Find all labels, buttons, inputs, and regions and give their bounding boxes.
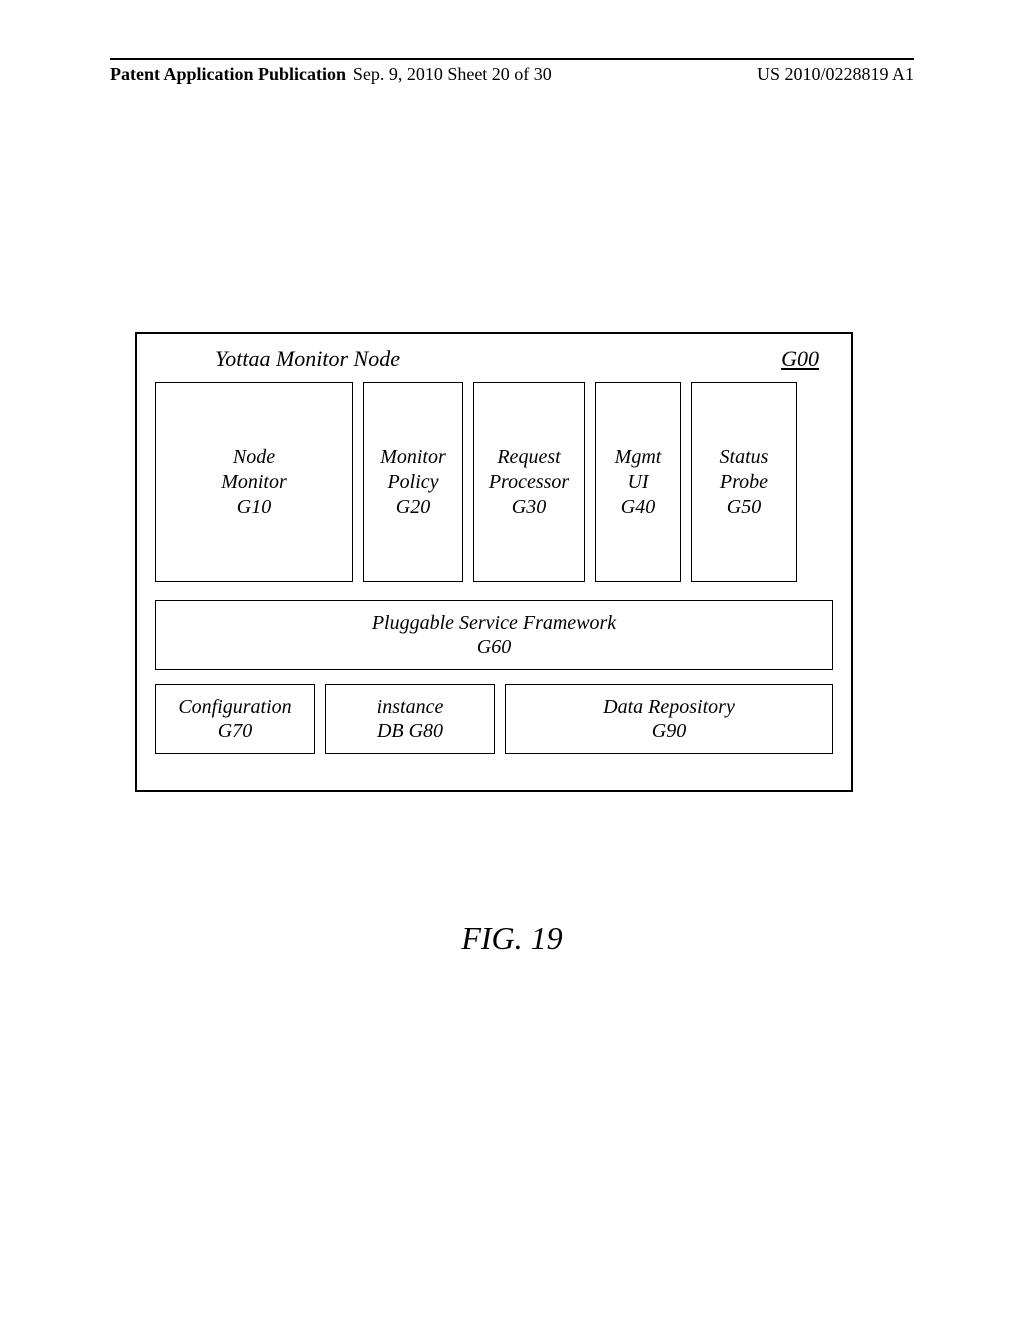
- box-line: Configuration: [178, 695, 291, 719]
- top-row: Node Monitor G10 Monitor Policy G20 Requ…: [155, 382, 833, 582]
- header-center: Sep. 9, 2010 Sheet 20 of 30: [353, 64, 552, 85]
- header-left: Patent Application Publication: [110, 64, 346, 85]
- bottom-row: Configuration G70 instance DB G80 Data R…: [155, 684, 833, 754]
- box-line: G50: [727, 495, 761, 520]
- box-line: Data Repository: [603, 695, 735, 719]
- box-line: Policy: [387, 470, 438, 495]
- header-right: US 2010/0228819 A1: [757, 64, 914, 85]
- monitor-policy-box: Monitor Policy G20: [363, 382, 463, 582]
- node-monitor-box: Node Monitor G10: [155, 382, 353, 582]
- figure-caption: FIG. 19: [0, 920, 1024, 957]
- diagram-container: Yottaa Monitor Node G00 Node Monitor G10…: [135, 332, 853, 792]
- diagram-title: Yottaa Monitor Node: [215, 346, 400, 372]
- box-line: G20: [396, 495, 430, 520]
- box-line: Mgmt: [615, 445, 662, 470]
- box-line: G10: [237, 495, 271, 520]
- pluggable-framework-box: Pluggable Service Framework G60: [155, 600, 833, 670]
- box-line: Node: [233, 445, 275, 470]
- box-line: UI: [627, 470, 648, 495]
- status-probe-box: Status Probe G50: [691, 382, 797, 582]
- request-processor-box: Request Processor G30: [473, 382, 585, 582]
- box-line: Monitor: [221, 470, 287, 495]
- box-line: Monitor: [380, 445, 446, 470]
- box-line: G70: [218, 719, 252, 743]
- page-header: Patent Application Publication Sep. 9, 2…: [110, 58, 914, 85]
- box-line: G60: [477, 635, 511, 659]
- configuration-box: Configuration G70: [155, 684, 315, 754]
- box-line: Request: [497, 445, 560, 470]
- diagram-ref: G00: [781, 346, 829, 372]
- box-line: DB G80: [377, 719, 443, 743]
- box-line: G30: [512, 495, 546, 520]
- mgmt-ui-box: Mgmt UI G40: [595, 382, 681, 582]
- instance-db-box: instance DB G80: [325, 684, 495, 754]
- diagram-title-row: Yottaa Monitor Node G00: [155, 344, 833, 382]
- box-line: Pluggable Service Framework: [372, 611, 616, 635]
- box-line: Status: [720, 445, 769, 470]
- box-line: G90: [652, 719, 686, 743]
- box-line: G40: [621, 495, 655, 520]
- box-line: Processor: [489, 470, 569, 495]
- box-line: Probe: [720, 470, 768, 495]
- data-repository-box: Data Repository G90: [505, 684, 833, 754]
- box-line: instance: [377, 695, 444, 719]
